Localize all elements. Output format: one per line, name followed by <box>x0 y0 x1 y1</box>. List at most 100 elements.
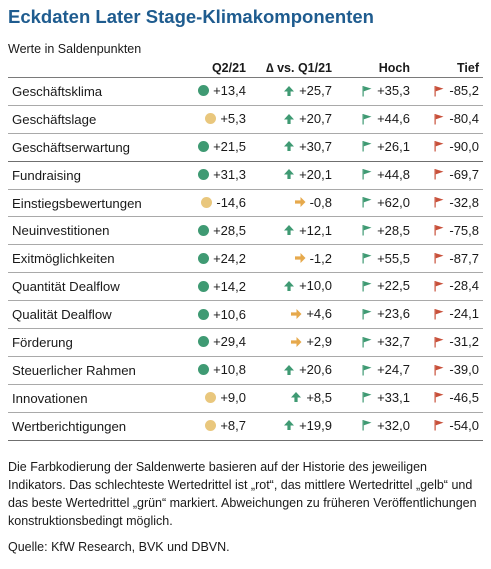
yellow-status-dot-icon <box>205 392 217 404</box>
arrow-up-icon <box>284 169 295 180</box>
high-value: +26,1 <box>377 138 410 154</box>
delta-cell: +20,7 <box>250 105 336 134</box>
high-cell: +24,7 <box>336 356 414 385</box>
arrow-up-icon <box>284 225 295 236</box>
table-row: Förderung +29,4 +2,9 +32,7 -31,2 <box>8 328 483 357</box>
high-cell: +23,6 <box>336 300 414 330</box>
red-flag-icon <box>434 308 444 320</box>
low-value: -46,5 <box>449 389 479 405</box>
green-flag-icon <box>362 169 372 180</box>
green-flag-icon <box>362 225 372 236</box>
delta-value: +2,9 <box>306 334 332 350</box>
red-flag-icon <box>434 169 444 180</box>
high-value: +24,7 <box>377 362 410 378</box>
green-status-dot-icon <box>198 252 210 264</box>
delta-value: +19,9 <box>299 417 332 433</box>
q2-value: +10,8 <box>213 362 246 378</box>
arrow-right-icon <box>294 197 306 208</box>
q2-value: +29,4 <box>213 334 246 350</box>
red-flag-icon <box>434 364 444 376</box>
delta-value: +20,7 <box>299 111 332 127</box>
delta-value: +20,6 <box>299 362 332 378</box>
high-value: +44,8 <box>377 166 410 182</box>
high-value: +32,0 <box>377 417 410 433</box>
row-label: Geschäftsklima <box>8 77 176 106</box>
green-flag-icon <box>362 141 372 152</box>
row-label: Qualität Dealflow <box>8 300 176 330</box>
table-row: Neuinvestitionen +28,5 +12,1 +28,5 -75,8 <box>8 216 483 246</box>
green-status-dot-icon <box>198 308 210 320</box>
low-cell: -87,7 <box>414 244 483 274</box>
delta-cell: +20,1 <box>250 161 336 190</box>
low-cell: -24,1 <box>414 300 483 330</box>
header-delta-text: vs. Q1/21 <box>273 60 332 75</box>
yellow-status-dot-icon <box>205 420 217 432</box>
q2-cell: +10,8 <box>176 356 250 385</box>
high-cell: +28,5 <box>336 216 414 246</box>
high-cell: +62,0 <box>336 189 414 218</box>
delta-cell: -1,2 <box>250 244 336 274</box>
delta-value: -1,2 <box>309 250 332 266</box>
delta-cell: -0,8 <box>250 189 336 218</box>
high-cell: +35,3 <box>336 77 414 106</box>
row-label: Geschäftslage <box>8 105 176 134</box>
q2-value: +5,3 <box>220 111 246 127</box>
row-label: Steuerlicher Rahmen <box>8 356 176 385</box>
header-q2: Q2/21 <box>176 58 250 78</box>
green-status-dot-icon <box>198 364 210 376</box>
high-cell: +32,7 <box>336 328 414 357</box>
high-value: +33,1 <box>377 389 410 405</box>
delta-value: +4,6 <box>306 306 332 322</box>
table-row: Geschäftsklima +13,4 +25,7 +35,3 -85,2 <box>8 77 483 106</box>
table-row: Geschäftslage +5,3 +20,7 +44,6 -80,4 <box>8 105 483 134</box>
green-flag-icon <box>362 253 372 264</box>
row-label: Exitmöglichkeiten <box>8 244 176 274</box>
row-label: Neuinvestitionen <box>8 216 176 246</box>
low-value: -32,8 <box>449 194 479 210</box>
source-note: Quelle: KfW Research, BVK und DBVN. <box>8 540 230 554</box>
red-flag-icon <box>434 420 444 431</box>
high-value: +22,5 <box>377 278 410 294</box>
low-value: -24,1 <box>449 306 479 322</box>
row-label: Einstiegsbewertungen <box>8 189 176 218</box>
arrow-up-icon <box>284 113 295 124</box>
high-cell: +22,5 <box>336 272 414 302</box>
delta-value: +12,1 <box>299 222 332 238</box>
red-flag-icon <box>434 85 444 97</box>
q2-value: +31,3 <box>213 167 246 183</box>
q2-cell: +28,5 <box>176 216 250 246</box>
green-flag-icon <box>362 420 372 431</box>
table-row: Exitmöglichkeiten +24,2 -1,2 +55,5 -87,7 <box>8 244 483 274</box>
low-cell: -90,0 <box>414 133 483 162</box>
arrow-right-icon <box>294 253 306 264</box>
q2-value: +13,4 <box>213 83 246 99</box>
header-low: Tief <box>414 58 483 78</box>
q2-value: +14,2 <box>213 278 246 294</box>
low-cell: -46,5 <box>414 384 483 413</box>
low-value: -75,8 <box>449 222 479 238</box>
row-label: Wertberichtigungen <box>8 412 176 441</box>
high-cell: +55,5 <box>336 244 414 274</box>
green-status-dot-icon <box>198 336 210 348</box>
table-row: Fundraising +31,3 +20,1 +44,8 -69,7 <box>8 161 483 190</box>
q2-value: +8,7 <box>220 418 246 434</box>
row-label: Geschäftserwartung <box>8 133 176 162</box>
green-flag-icon <box>362 113 372 125</box>
low-value: -31,2 <box>449 334 479 350</box>
high-value: +32,7 <box>377 334 410 350</box>
green-status-dot-icon <box>198 169 210 181</box>
table-row: Einstiegsbewertungen -14,6 -0,8 +62,0 -32,8 <box>8 189 483 218</box>
red-flag-icon <box>434 336 444 348</box>
q2-cell: +5,3 <box>176 105 250 134</box>
high-value: +62,0 <box>377 194 410 210</box>
green-flag-icon <box>362 280 372 292</box>
delta-cell: +10,0 <box>250 272 336 302</box>
green-flag-icon <box>362 364 372 376</box>
high-cell: +33,1 <box>336 384 414 413</box>
low-value: -87,7 <box>449 250 479 266</box>
delta-cell: +30,7 <box>250 133 336 162</box>
q2-cell: +31,3 <box>176 161 250 190</box>
q2-value: +21,5 <box>213 139 246 155</box>
high-cell: +44,8 <box>336 161 414 190</box>
q2-cell: +13,4 <box>176 77 250 106</box>
